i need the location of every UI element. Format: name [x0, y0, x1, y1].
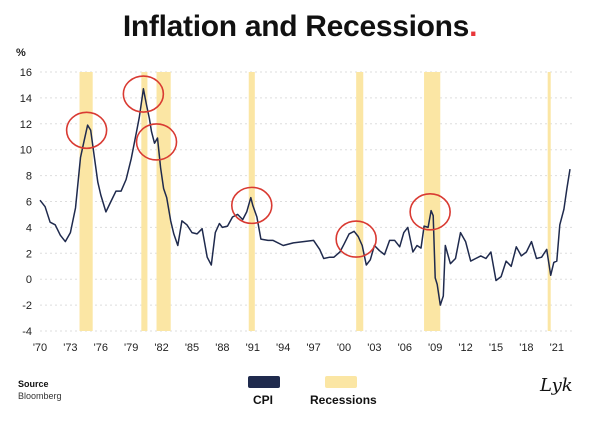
x-tick-label: '91 — [246, 342, 260, 354]
x-tick-label: '76 — [94, 342, 108, 354]
highlight-circle — [122, 75, 165, 113]
recession-band — [356, 72, 364, 331]
legend-label-recessions: Recessions — [310, 393, 377, 407]
y-tick-label: 2 — [26, 248, 32, 260]
x-tick-label: '12 — [458, 342, 472, 354]
cpi-line — [39, 88, 571, 306]
grid-layer — [40, 71, 572, 332]
highlight-layer — [65, 75, 451, 258]
y-tick-label: 4 — [26, 222, 32, 234]
highlight-circle — [230, 186, 273, 225]
y-tick-label: 12 — [20, 119, 32, 131]
legend-label-cpi: CPI — [253, 393, 274, 407]
x-tick-label: '09 — [428, 342, 442, 354]
x-tick-label: '18 — [519, 342, 533, 354]
y-tick-label: 8 — [26, 171, 32, 183]
recession-band — [547, 72, 551, 331]
highlight-circle — [335, 220, 377, 258]
recession-band — [424, 72, 441, 331]
y-tick-label: 16 — [20, 67, 32, 79]
highlight-circle — [135, 123, 178, 161]
x-tick-label: '15 — [489, 342, 503, 354]
x-tick-label: '97 — [306, 342, 320, 354]
legend-swatch-cpi — [248, 376, 280, 388]
y-tick-label: -2 — [22, 300, 32, 312]
recession-band — [79, 72, 93, 331]
x-tick-label: '82 — [154, 342, 168, 354]
y-tick-label: 0 — [26, 274, 32, 286]
x-tick-label: '70 — [33, 342, 47, 354]
x-tick-label: '94 — [276, 342, 290, 354]
x-tick-label: '03 — [367, 342, 381, 354]
x-tick-label: '00 — [337, 342, 351, 354]
y-axis-unit: % — [16, 47, 26, 59]
x-tick-label: '79 — [124, 342, 138, 354]
recession-band — [141, 72, 148, 331]
source-label: Source — [18, 379, 49, 389]
axis-layer: -4 -2 0 2 4 6 8 10 12 14 16% '70 '73 '76 '79 '82 '85 '88 '… — [16, 47, 564, 354]
x-tick-label: '85 — [185, 342, 199, 354]
highlight-circle — [409, 193, 451, 231]
y-tick-label: 14 — [20, 93, 32, 105]
lykeion-logo: Lyk — [540, 375, 573, 396]
source-value: Bloomberg — [18, 391, 62, 401]
highlight-circle — [65, 111, 108, 150]
y-tick-label: -4 — [22, 326, 32, 338]
line-layer — [39, 88, 571, 306]
recession-band — [156, 72, 171, 331]
x-tick-label: '21 — [550, 342, 564, 354]
y-tick-label: 6 — [26, 197, 32, 209]
chart-title: Inflation and Recessions. — [122, 10, 478, 43]
x-tick-label: '73 — [63, 342, 77, 354]
x-tick-label: '06 — [398, 342, 412, 354]
legend-swatch-recessions — [325, 376, 357, 388]
x-tick-label: '88 — [215, 342, 229, 354]
y-tick-label: 10 — [20, 145, 32, 157]
